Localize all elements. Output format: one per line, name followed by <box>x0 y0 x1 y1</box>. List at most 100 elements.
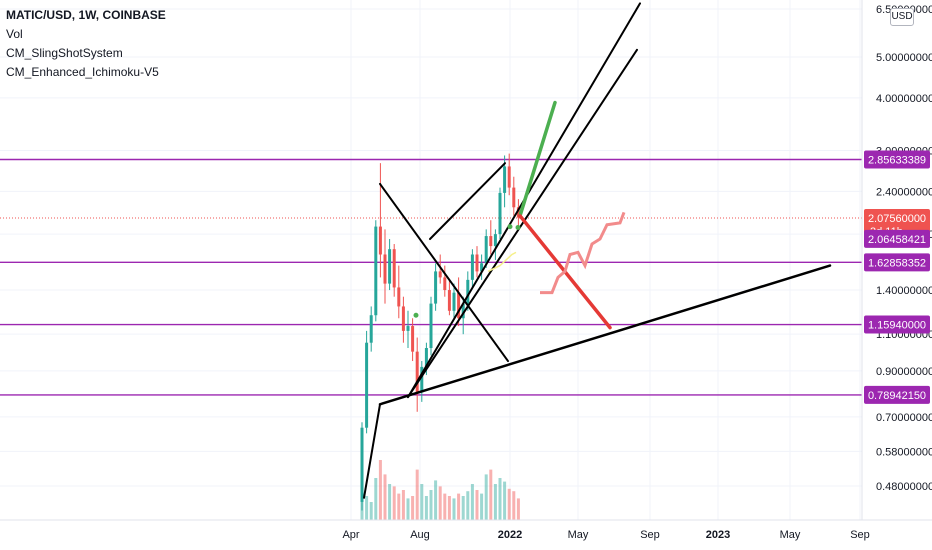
volume-bar <box>489 469 493 520</box>
symbol-title[interactable]: MATIC/USD, 1W, COINBASE <box>6 8 166 22</box>
x-tick-label: 2023 <box>706 529 730 541</box>
x-tick-label: Sep <box>850 529 870 541</box>
volume-bar <box>424 496 428 520</box>
grid <box>0 0 862 520</box>
candle-body <box>429 303 433 349</box>
candle-body <box>457 292 461 319</box>
volume-bar <box>420 484 424 520</box>
candle-body <box>516 207 520 218</box>
volume-bar <box>498 478 502 520</box>
volume-bar <box>401 490 405 520</box>
y-tick-label: 0.70000000 <box>876 412 932 424</box>
candle-body <box>411 326 415 352</box>
projection-up <box>518 100 557 218</box>
volume-bar <box>447 496 451 520</box>
indicator-ichimoku[interactable]: CM_Enhanced_Ichimoku-V5 <box>6 65 159 79</box>
volume-bar <box>365 496 369 520</box>
volume-bar <box>493 484 497 520</box>
price-axis[interactable]: 6.500000005.000000004.000000003.00000000… <box>861 0 932 520</box>
level-tag-label: 0.78942150 <box>868 390 926 402</box>
volume-bar <box>457 493 461 520</box>
volume-bar <box>383 474 387 520</box>
candle-body <box>365 342 369 428</box>
signal-dot <box>507 224 513 230</box>
volume-bar <box>374 478 378 520</box>
level-tag-label: 1.62858352 <box>868 257 926 269</box>
candle-body <box>480 263 484 272</box>
candle-body <box>434 271 438 304</box>
y-tick-label: 2.40000000 <box>876 186 932 198</box>
y-tick-label: 5.00000000 <box>876 52 932 64</box>
level-tag-label: 2.85633389 <box>868 154 926 166</box>
y-tick-label: 0.48000000 <box>876 481 932 493</box>
candle-body <box>401 306 405 331</box>
volume-bar <box>484 474 488 520</box>
ichimoku-line <box>487 251 517 273</box>
candle-body <box>415 351 419 393</box>
chart-legend: MATIC/USD, 1W, COINBASE Vol CM_SlingShot… <box>6 6 166 82</box>
time-axis[interactable]: Apr Aug 2022 May Sep 2023 May Sep <box>0 519 932 541</box>
volume-bar <box>429 490 433 520</box>
projection-path <box>540 211 626 295</box>
volume-bar <box>411 496 415 520</box>
candle-body <box>512 187 516 208</box>
volume-bar <box>378 460 382 520</box>
volume-bar <box>470 484 474 520</box>
volume-bar <box>369 502 373 520</box>
volume-bar <box>415 469 419 520</box>
volume-bar <box>507 488 511 520</box>
current-price-label: 2.07560000 <box>868 213 926 225</box>
candle-body <box>388 249 392 284</box>
volume-bar <box>406 498 410 520</box>
x-tick-label: Aug <box>410 529 430 541</box>
candle-body <box>424 348 428 367</box>
indicator-vol[interactable]: Vol <box>6 27 23 41</box>
candles <box>360 153 520 511</box>
level-tag <box>864 150 930 169</box>
signal-dot <box>413 312 419 318</box>
drawings <box>363 2 832 499</box>
candle-body <box>461 303 465 319</box>
volume-bar <box>452 498 456 520</box>
candle-body <box>484 236 488 264</box>
candle-body <box>360 427 364 502</box>
x-tick-label: Sep <box>640 529 660 541</box>
x-tick-label: Apr <box>342 529 359 541</box>
candle-body <box>369 315 373 343</box>
candle-body <box>493 234 497 247</box>
indicator-slingshot[interactable]: CM_SlingShotSystem <box>6 46 123 60</box>
candle-body <box>420 366 424 393</box>
candle-body <box>383 254 387 284</box>
candle-body <box>406 326 410 331</box>
candle-body <box>489 236 493 247</box>
y-tick-label: 4.00000000 <box>876 93 932 105</box>
candle-body <box>443 277 447 291</box>
volume-bar <box>475 490 479 520</box>
volume-bar <box>438 486 442 520</box>
volume-bar <box>480 493 484 520</box>
candle-body <box>378 226 382 255</box>
volume-bar <box>392 486 396 520</box>
candle-body <box>374 226 378 316</box>
currency-button[interactable]: USD <box>890 8 914 26</box>
trendline-down <box>379 182 509 363</box>
volume-bar <box>443 493 447 520</box>
volume-bar <box>434 480 438 520</box>
candle-body <box>438 271 442 278</box>
volume-bar <box>512 491 516 520</box>
y-tick-label: 1.40000000 <box>876 285 932 297</box>
y-tick-label: 0.58000000 <box>876 446 932 458</box>
candle-body <box>498 192 502 235</box>
price-tags: 2.85633389 1.62858352 1.15940000 0.78942150… <box>864 150 930 404</box>
y-tick-label: 0.90000000 <box>876 366 932 378</box>
x-tick-label: May <box>780 529 801 541</box>
volume-bar <box>466 491 470 520</box>
level-tag-label: 1.15940000 <box>868 320 926 332</box>
signal-dot <box>515 225 521 231</box>
candle-body <box>447 290 451 311</box>
volume-bar <box>397 493 401 520</box>
x-tick-label: 2022 <box>498 529 522 541</box>
candle-body <box>470 254 474 280</box>
secondary-tag <box>864 229 930 248</box>
